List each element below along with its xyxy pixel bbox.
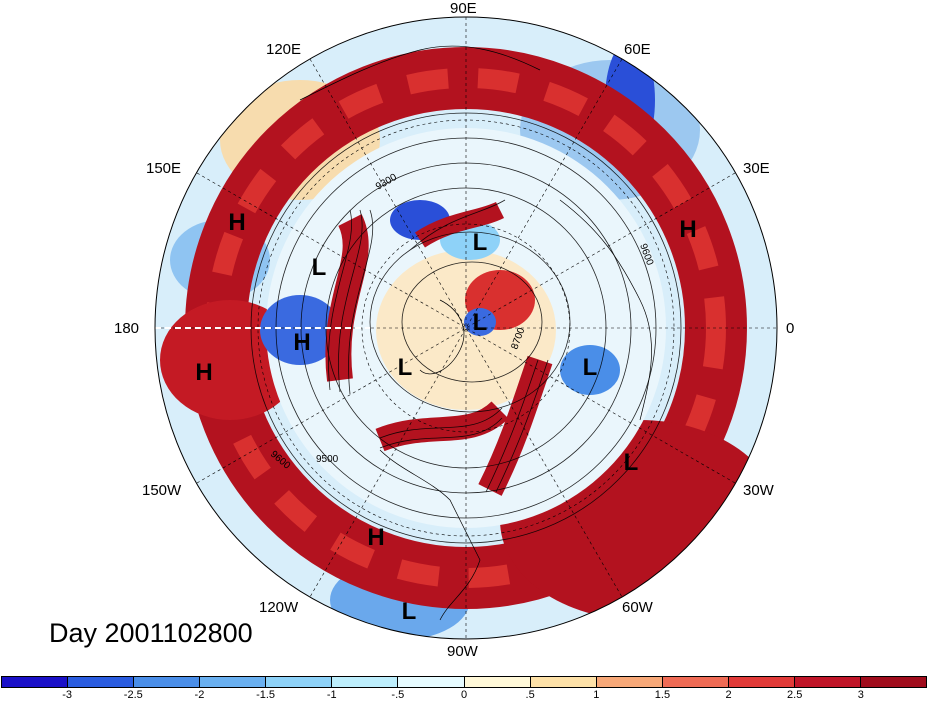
low-center: L	[583, 354, 598, 381]
low-center: L	[398, 354, 413, 381]
coastlines	[299, 45, 652, 621]
colorbar-tick-label: 1.5	[654, 689, 671, 701]
colorbar-tick-label: -1	[326, 689, 337, 701]
lon-label-90e: 90E	[450, 0, 477, 17]
contour-label: 9500	[316, 454, 339, 465]
colorbar-bin	[464, 677, 531, 687]
colorbar-tick-label: 1	[593, 689, 600, 701]
colorbar-tick-label: -.5	[391, 689, 405, 701]
colorbar-bin	[728, 677, 795, 687]
colorbar-bin	[794, 677, 862, 687]
high-center: H	[228, 209, 245, 236]
lon-label-150e: 150E	[146, 160, 182, 177]
map-boundary	[154, 16, 778, 640]
low-center: L	[624, 449, 639, 476]
colorbar-tick-label: 0	[460, 689, 468, 701]
high-center: H	[367, 524, 384, 551]
colorbar-bin	[266, 677, 333, 687]
high-center: H	[679, 216, 696, 243]
colorbar	[1, 676, 927, 688]
colorbar-tick-label: 2.5	[787, 689, 803, 701]
lon-label-150w: 150W	[142, 482, 182, 499]
lon-label-30e: 30E	[743, 160, 770, 177]
colorbar-bin	[68, 677, 135, 687]
lon-label-60e: 60E	[624, 41, 651, 58]
colorbar-tick-label: -2	[194, 689, 205, 701]
colorbar-bin	[134, 677, 201, 687]
anomaly-field	[155, 17, 777, 639]
lon-label-120w: 120W	[259, 599, 299, 616]
colorbar-tick-label: -1.5	[256, 689, 276, 701]
colorbar-bin	[332, 677, 399, 687]
lon-label-90w: 90W	[447, 643, 478, 660]
colorbar-tick-label: .5	[525, 689, 535, 701]
low-center: L	[473, 229, 488, 256]
colorbar-bin	[398, 677, 465, 687]
low-center: L	[473, 309, 488, 336]
colorbar-tick-label: -3	[62, 689, 73, 701]
colorbar-bin	[596, 677, 663, 687]
low-center: L	[312, 254, 327, 281]
high-center: H	[195, 359, 212, 386]
colorbar-tick-label: -2.5	[123, 689, 143, 701]
colorbar-bin	[200, 677, 267, 687]
lon-label-0: 0	[786, 320, 795, 337]
colorbar-bin	[2, 677, 69, 687]
day-title: Day 2001102800	[49, 618, 253, 648]
colorbar-tick-label: 3	[857, 689, 864, 701]
colorbar-bin	[662, 677, 729, 687]
high-center: H	[293, 329, 310, 356]
lon-label-60w: 60W	[622, 599, 653, 616]
low-center: L	[402, 598, 417, 625]
colorbar-bin	[861, 677, 927, 687]
colorbar-tick-label: 2	[725, 689, 732, 701]
colorbar-bin	[530, 677, 597, 687]
lon-label-180: 180	[114, 320, 140, 337]
lon-label-120e: 120E	[266, 41, 302, 58]
lon-label-30w: 30W	[743, 482, 774, 499]
